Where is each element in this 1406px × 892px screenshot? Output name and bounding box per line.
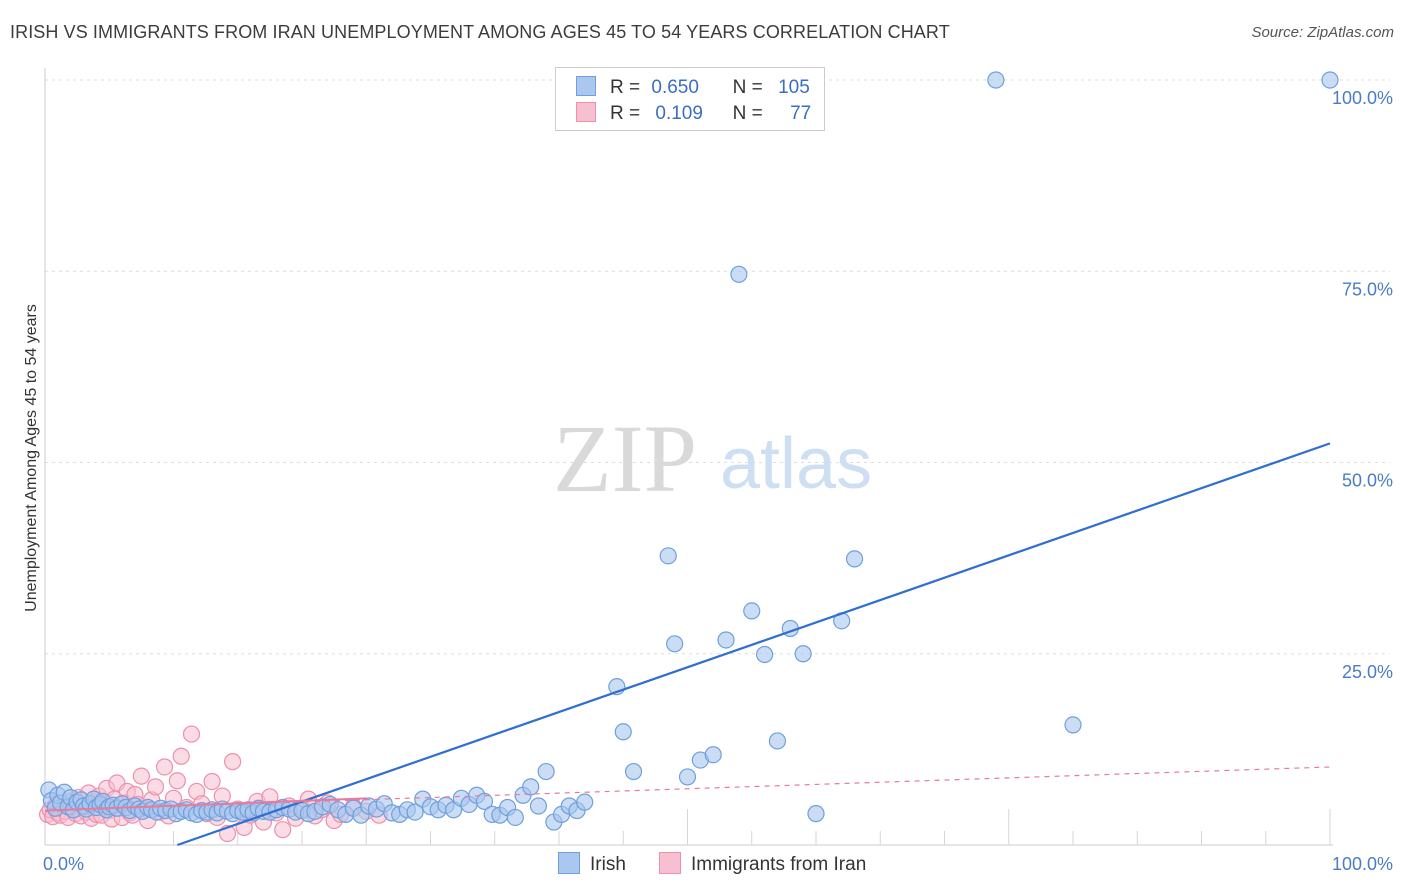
iran-legend-swatch — [659, 852, 681, 874]
irish-point — [537, 762, 555, 781]
legend-n-label: N = — [732, 103, 763, 124]
irish-point — [624, 762, 643, 781]
trend-lines — [44, 442, 1331, 847]
irish-point — [794, 645, 812, 663]
source-note: Source: ZipAtlas.com — [1251, 24, 1394, 41]
legend-n-value: 105 — [778, 77, 810, 98]
irish-point — [678, 768, 697, 786]
irish-point — [730, 265, 748, 283]
irish-point — [704, 746, 722, 764]
irish-point — [987, 71, 1005, 89]
irish-legend-label: Irish — [590, 854, 626, 875]
watermark: ZIP atlas — [553, 405, 872, 512]
legend-row-irish: R = 0.650 N = 105 — [576, 76, 810, 100]
legend-n-value: 77 — [790, 103, 812, 124]
legend-item-irish[interactable]: Irish — [558, 852, 626, 876]
irish-point — [522, 778, 540, 796]
irish-trend-line — [176, 442, 1331, 847]
legend-item-iran[interactable]: Immigrants from Iran — [659, 852, 866, 876]
correlation-legend: R = 0.650 N = 105 R = 0.109 N = 77 — [555, 67, 825, 131]
iran-legend-label: Immigrants from Iran — [691, 854, 867, 875]
y-tick-label: 25.0% — [1342, 662, 1393, 682]
iran-trend-line-solid — [44, 797, 367, 812]
irish-point — [506, 808, 524, 827]
irish-point — [1064, 716, 1082, 734]
watermark-atlas: atlas — [720, 424, 872, 504]
iran-point — [274, 821, 292, 839]
x-tick-label: 100.0% — [1332, 854, 1393, 874]
irish-point — [717, 631, 735, 649]
irish-legend-swatch — [558, 852, 580, 874]
irish-point — [1321, 71, 1339, 89]
legend-r-value: 0.650 — [651, 77, 699, 98]
iran-point — [182, 725, 201, 743]
irish-point — [755, 645, 774, 664]
irish-point — [743, 602, 761, 620]
y-tick-label: 50.0% — [1342, 471, 1393, 491]
iran-point — [155, 758, 174, 776]
legend-r-label: R = — [610, 77, 641, 98]
tick-labels: 25.0% 50.0% 75.0% 100.0% 0.0% 100.0% — [43, 88, 1393, 874]
irish-point — [807, 805, 825, 823]
legend-r-label: R = — [610, 103, 641, 124]
iran-point — [146, 778, 165, 796]
iran-points — [38, 725, 388, 843]
iran-swatch — [576, 102, 596, 122]
iran-point — [203, 772, 221, 791]
irish-point — [768, 732, 787, 750]
irish-point — [614, 723, 632, 741]
chart-title: IRISH VS IMMIGRANTS FROM IRAN UNEMPLOYME… — [10, 22, 950, 42]
y-axis-label: Unemployment Among Ages 45 to 54 years — [23, 304, 40, 612]
irish-point — [576, 793, 594, 811]
irish-point — [529, 797, 548, 815]
iran-point — [132, 767, 150, 785]
legend-n-label: N = — [732, 77, 763, 98]
irish-point — [659, 547, 677, 565]
iran-point — [224, 753, 242, 771]
irish-point — [475, 792, 494, 810]
irish-point — [845, 550, 864, 568]
iran-point — [172, 747, 190, 765]
y-tick-label: 75.0% — [1342, 279, 1393, 299]
irish-point — [666, 635, 684, 653]
legend-r-value: 0.109 — [655, 103, 703, 124]
iran-point — [168, 772, 186, 790]
irish-point — [406, 803, 424, 821]
x-tick-label: 0.0% — [43, 854, 84, 874]
watermark-zip: ZIP — [553, 405, 697, 512]
legend-row-iran: R = 0.109 N = 77 — [576, 102, 811, 126]
y-tick-label: 100.0% — [1332, 88, 1393, 108]
irish-swatch — [576, 76, 596, 96]
grid — [45, 79, 1390, 655]
